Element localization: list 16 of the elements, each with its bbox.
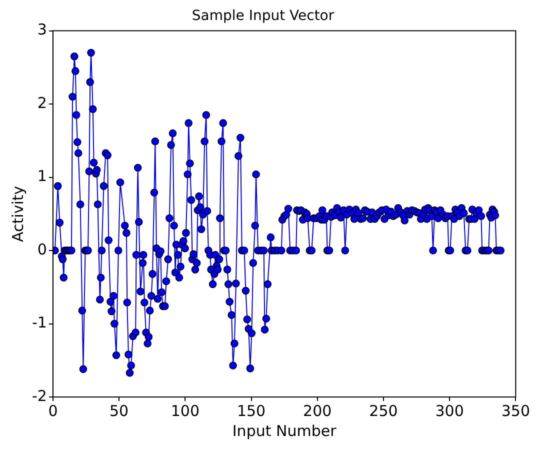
y-tick-label: 0 [37, 240, 47, 258]
x-tick-label: 200 [303, 402, 332, 420]
y-tick-label: 3 [37, 20, 47, 39]
y-tick-label: 1 [37, 167, 47, 186]
x-tick-label: 300 [435, 402, 464, 420]
y-tick-label: -2 [32, 386, 47, 405]
x-tick-label: 100 [170, 402, 200, 420]
y-tick-label: 2 [37, 94, 47, 112]
x-tick-label: 50 [110, 402, 129, 420]
chart-title: Sample Input Vector [192, 8, 334, 24]
x-tick-label: 150 [236, 402, 266, 420]
x-tick-label: 350 [501, 402, 530, 420]
x-axis-title: Input Number [232, 422, 338, 440]
y-tick-label: -1 [32, 314, 47, 332]
x-tick-label: 250 [369, 402, 398, 420]
y-axis-title: Activity [8, 186, 27, 242]
